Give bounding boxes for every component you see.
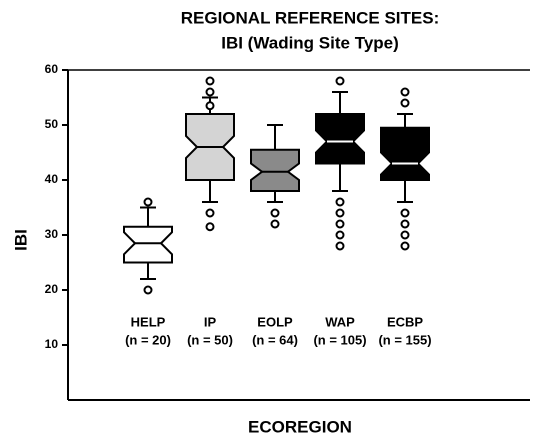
- x-tick-label: HELP: [131, 314, 166, 329]
- outlier: [335, 230, 345, 240]
- y-tick-label: 30: [45, 227, 59, 241]
- outlier: [270, 208, 280, 218]
- y-axis-label: IBI: [11, 229, 30, 251]
- chart-subtitle: IBI (Wading Site Type): [221, 33, 399, 52]
- box: [315, 113, 365, 165]
- y-tick-label: 60: [45, 62, 59, 76]
- outlier: [205, 208, 215, 218]
- n-label: (n = 50): [187, 332, 233, 347]
- x-tick-label: IP: [204, 314, 217, 329]
- outlier: [205, 76, 215, 86]
- x-tick-label: ECBP: [387, 314, 423, 329]
- outlier: [335, 219, 345, 229]
- y-tick-label: 50: [45, 117, 59, 131]
- box: [250, 148, 300, 192]
- n-label: (n = 105): [313, 332, 366, 347]
- n-label: (n = 64): [252, 332, 298, 347]
- outlier: [335, 208, 345, 218]
- outlier: [143, 197, 153, 207]
- outlier: [205, 222, 215, 232]
- outlier: [400, 98, 410, 108]
- outlier: [270, 219, 280, 229]
- y-tick-label: 20: [45, 282, 59, 296]
- outlier: [335, 197, 345, 207]
- y-tick-label: 40: [45, 172, 59, 186]
- x-tick-label: EOLP: [257, 314, 293, 329]
- box: [123, 225, 173, 264]
- outlier: [205, 101, 215, 111]
- outlier: [143, 285, 153, 295]
- outlier: [400, 219, 410, 229]
- outlier: [205, 87, 215, 97]
- box: [380, 126, 430, 181]
- outlier: [400, 241, 410, 251]
- outlier: [335, 241, 345, 251]
- outlier: [400, 208, 410, 218]
- outlier: [400, 230, 410, 240]
- outlier: [400, 87, 410, 97]
- n-label: (n = 155): [378, 332, 431, 347]
- y-tick-label: 10: [45, 337, 59, 351]
- x-tick-label: WAP: [325, 314, 355, 329]
- n-label: (n = 20): [125, 332, 171, 347]
- chart-title: REGIONAL REFERENCE SITES:: [181, 8, 440, 27]
- x-axis-label: ECOREGION: [248, 417, 352, 436]
- outlier: [335, 76, 345, 86]
